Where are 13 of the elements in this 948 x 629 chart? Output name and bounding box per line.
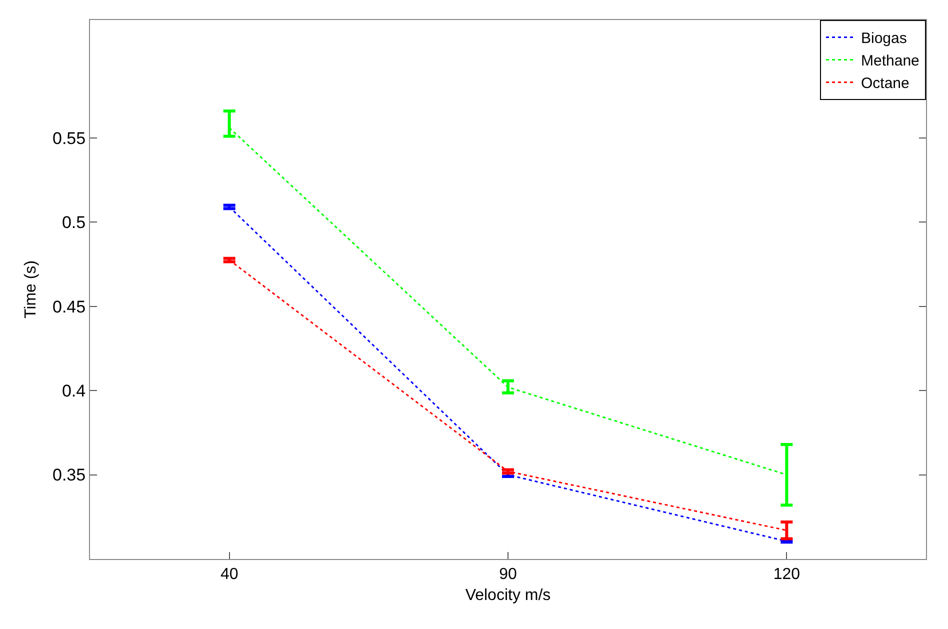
y-tick-label: 0.35 [52, 466, 86, 485]
y-axis-title: Time (s) [22, 260, 40, 319]
y-tick-label: 0.5 [62, 213, 86, 232]
legend-label: Octane [861, 75, 910, 92]
legend-label: Biogas [861, 30, 907, 48]
y-tick-label: 0.55 [52, 128, 86, 148]
x-axis-title: Velocity m/s [465, 586, 551, 604]
x-tick-label: 40 [220, 566, 238, 584]
legend-label: Methane [861, 52, 920, 70]
x-tick-label: 120 [773, 566, 800, 584]
y-tick-label: 0.4 [62, 382, 86, 401]
y-tick-label: 0.45 [52, 297, 86, 316]
x-tick-label: 90 [499, 566, 517, 584]
